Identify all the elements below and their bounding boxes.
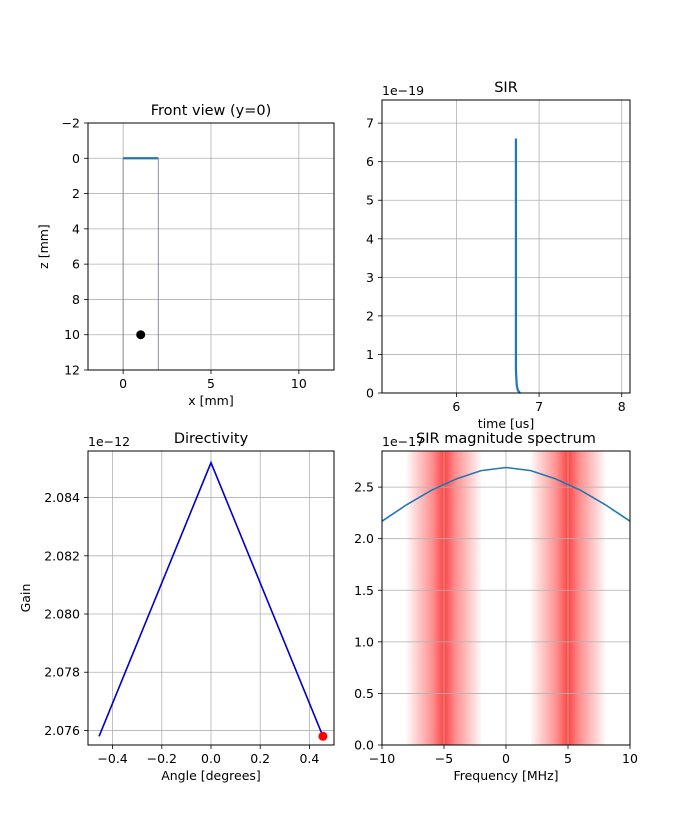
axis-offset-text: 1e−17 <box>382 434 424 449</box>
x-tick-label: −5 <box>435 751 453 766</box>
y-tick-label: 1.5 <box>354 583 374 598</box>
series-line <box>514 138 521 394</box>
y-tick-label: 8 <box>72 292 80 307</box>
sir-chart: 6 7 8 0 1 2 3 4 5 6 7 SIR time [us] 1e−19 <box>366 80 631 431</box>
axis-offset-text: 1e−19 <box>382 83 424 98</box>
chart-title: Directivity <box>174 431 249 447</box>
x-axis-label: Angle [degrees] <box>161 768 261 783</box>
y-tick-label: 4 <box>366 231 374 246</box>
y-axis-label: z [mm] <box>36 224 51 269</box>
y-tick-label: 2.076 <box>44 723 80 738</box>
chart-title: SIR magnitude spectrum <box>416 431 596 447</box>
y-tick-label: 10 <box>64 327 80 342</box>
series-line <box>381 466 631 522</box>
y-tick-label: 2.078 <box>44 665 80 680</box>
y-tick-label: 1 <box>366 347 374 362</box>
x-axis-label: time [us] <box>478 416 534 431</box>
x-axis-label: x [mm] <box>188 393 233 408</box>
observation-point <box>136 330 146 340</box>
marker-point <box>318 731 328 741</box>
x-tick-label: 6 <box>452 399 460 414</box>
y-axis-label: Gain <box>18 584 33 613</box>
y-tick-label: 2.0 <box>354 531 374 546</box>
y-tick-label: 2.084 <box>44 490 80 505</box>
series-line <box>98 460 324 737</box>
y-tick-label: 2 <box>366 308 374 323</box>
y-tick-label: 12 <box>64 363 80 378</box>
y-tick-label: −2 <box>62 116 80 131</box>
x-tick-label: 8 <box>618 399 626 414</box>
y-tick-label: 2 <box>72 186 80 201</box>
x-tick-label: −0.2 <box>147 751 177 766</box>
y-tick-label: 2.080 <box>44 607 80 622</box>
chart-title: Front view (y=0) <box>151 103 272 119</box>
y-tick-label: 7 <box>366 116 374 131</box>
front-view-chart: 0 5 10 −2 0 2 4 6 8 10 12 Front view (y=0) x [mm] z [… <box>36 103 335 408</box>
chart-title: SIR <box>494 80 518 96</box>
x-tick-label: −10 <box>369 751 395 766</box>
y-tick-label: 2.5 <box>354 480 374 495</box>
x-tick-label: 0 <box>502 751 510 766</box>
y-tick-label: 1.0 <box>354 634 374 649</box>
y-tick-label: 3 <box>366 270 374 285</box>
y-tick-label: 0 <box>366 386 374 401</box>
y-tick-label: 2.082 <box>44 548 80 563</box>
axis-offset-text: 1e−12 <box>88 434 130 449</box>
x-tick-label: 0.2 <box>250 751 270 766</box>
x-tick-label: 0 <box>119 376 127 391</box>
x-tick-label: 0.4 <box>299 751 319 766</box>
x-axis-label: Frequency [MHz] <box>453 768 558 783</box>
y-tick-label: 0.5 <box>354 686 374 701</box>
x-tick-label: 5 <box>564 751 572 766</box>
x-tick-label: 10 <box>622 751 638 766</box>
y-tick-label: 6 <box>72 257 80 272</box>
y-tick-label: 6 <box>366 154 374 169</box>
x-tick-label: −0.4 <box>97 751 127 766</box>
y-tick-label: 4 <box>72 221 80 236</box>
y-tick-label: 0.0 <box>354 738 374 753</box>
x-tick-label: 0.0 <box>201 751 221 766</box>
axes-frame <box>381 99 631 394</box>
x-tick-label: 7 <box>535 399 543 414</box>
y-tick-label: 0 <box>72 151 80 166</box>
directivity-chart: −0.4 −0.2 0.0 0.2 0.4 2.076 2.078 2.080 2.082 2.0… <box>18 431 335 783</box>
y-tick-label: 5 <box>366 193 374 208</box>
x-tick-label: 10 <box>291 376 307 391</box>
sir-spectrum-chart: −10 −5 0 5 10 0.0 0.5 1.0 1.5 2.0 2.5 SIR magnitude… <box>354 431 638 783</box>
x-tick-label: 5 <box>207 376 215 391</box>
